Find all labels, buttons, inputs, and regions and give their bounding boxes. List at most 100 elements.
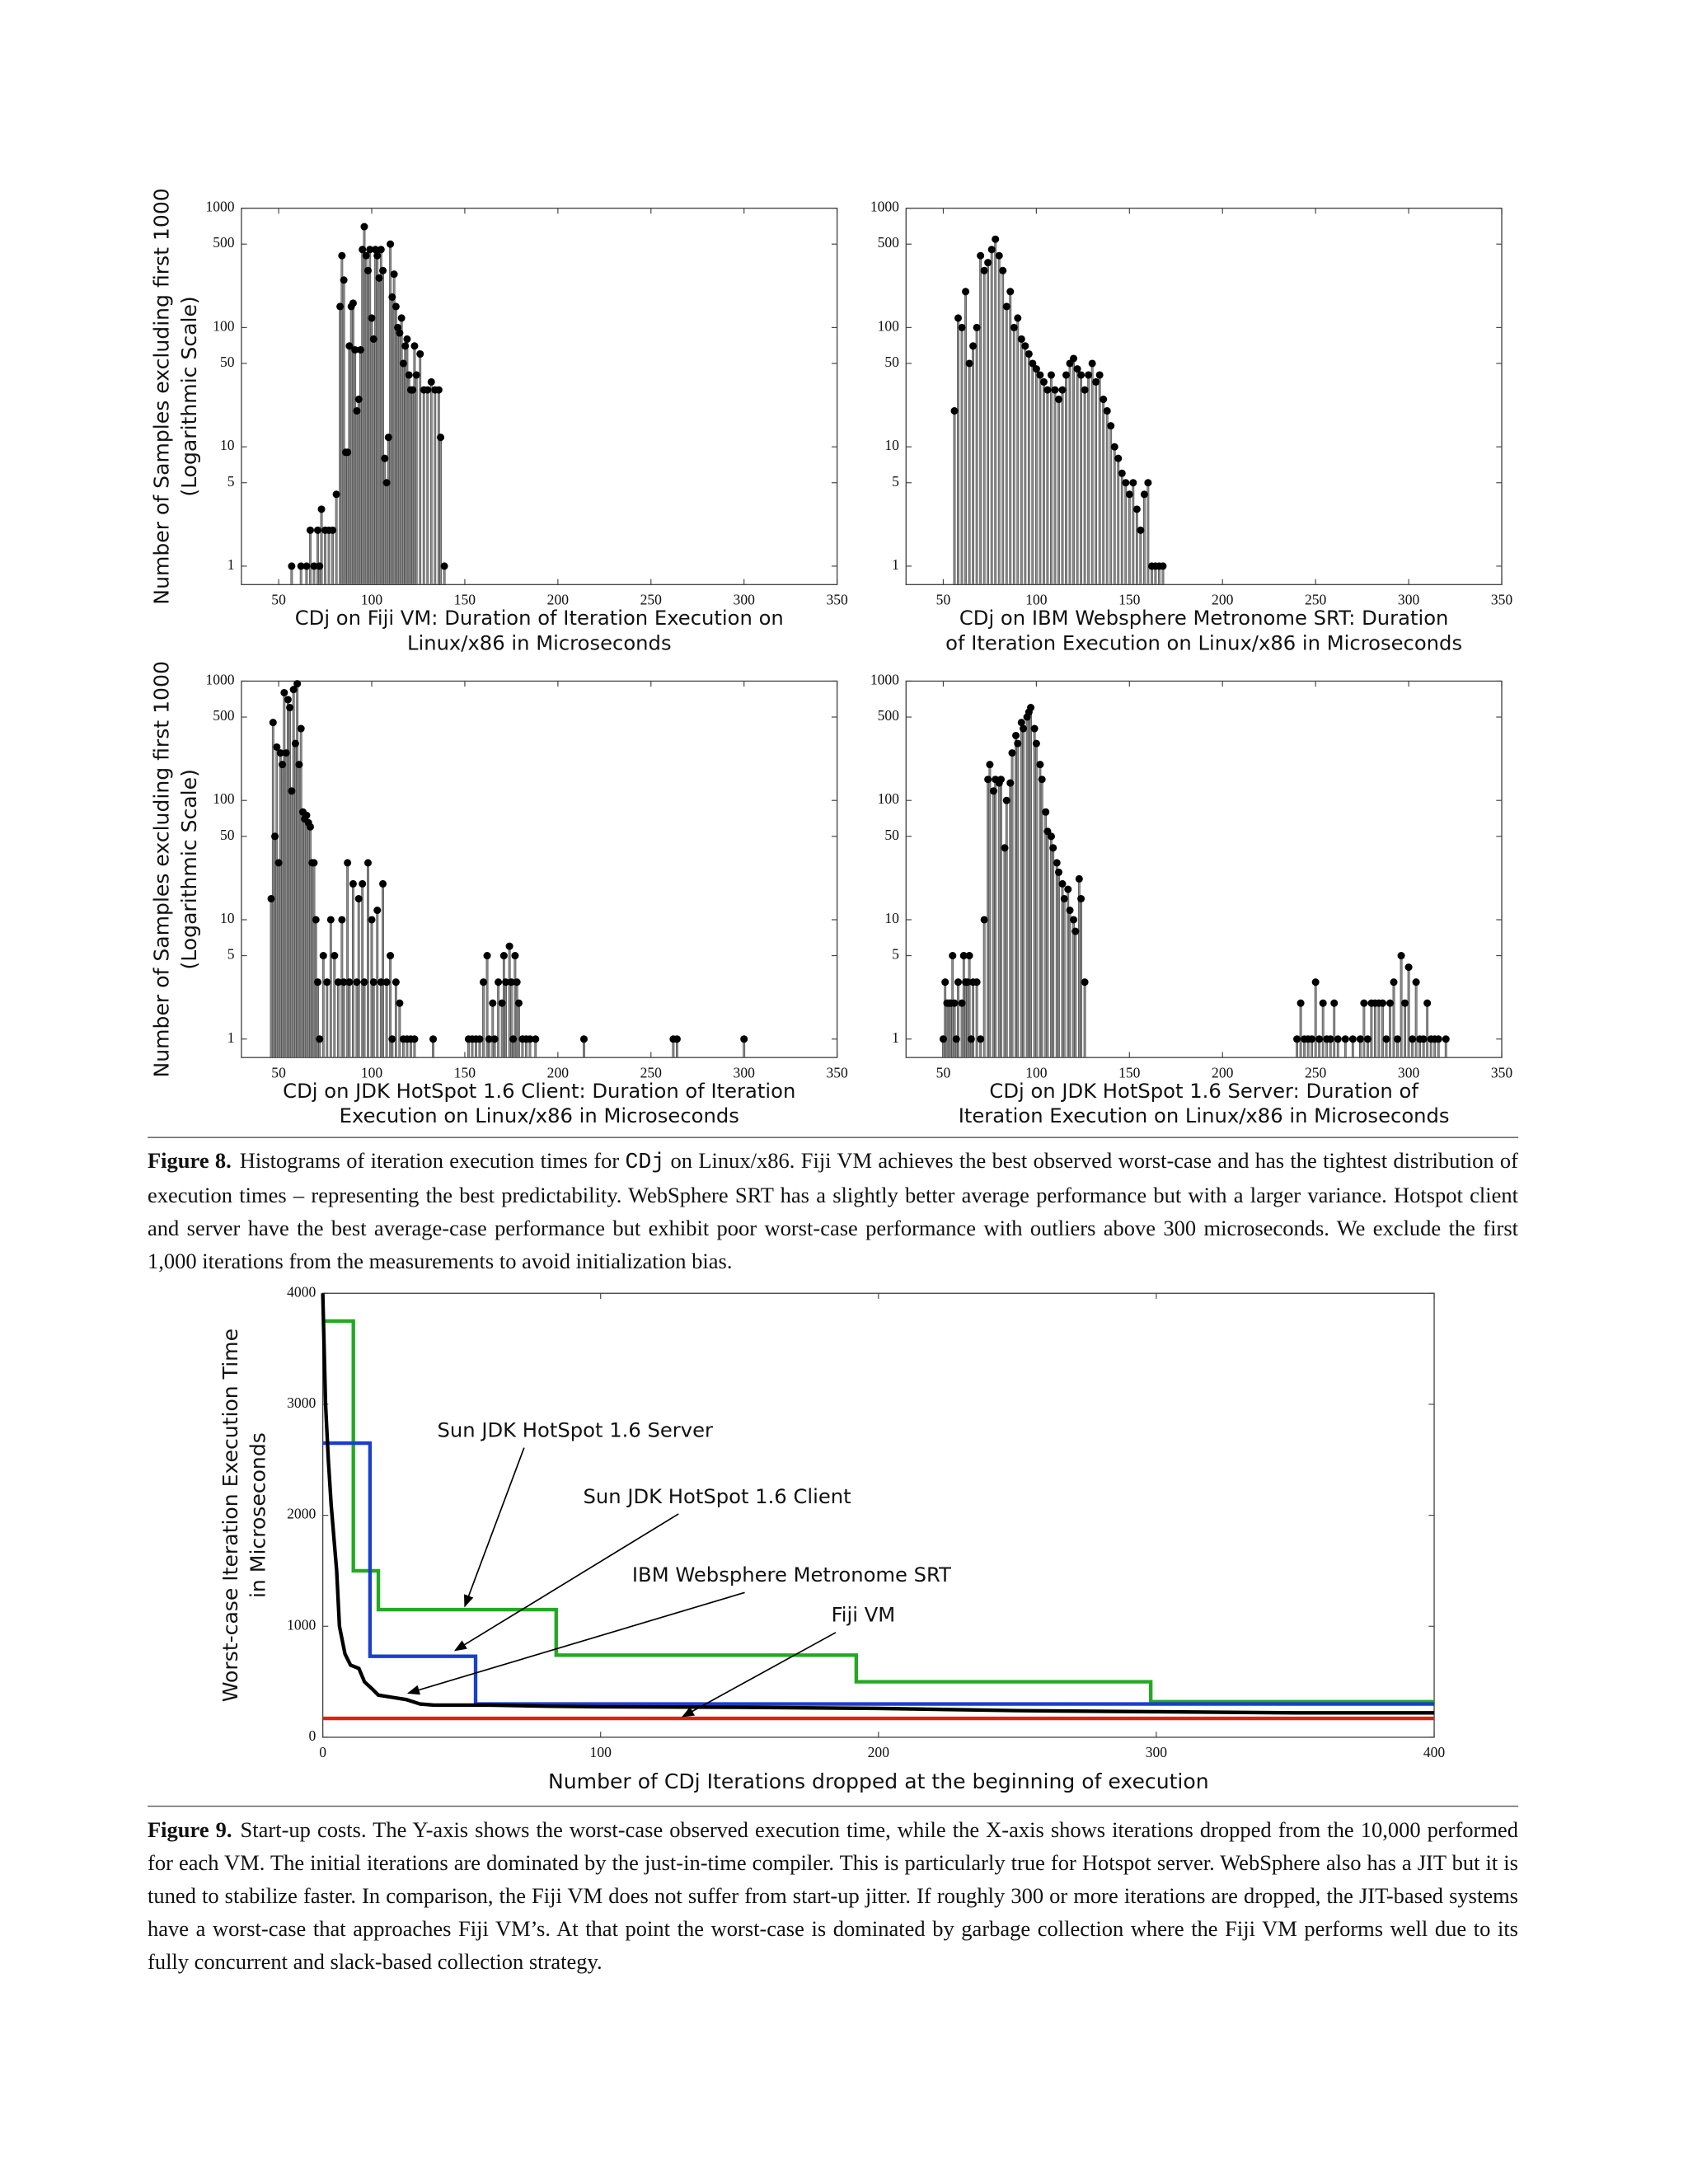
bar <box>1120 473 1123 585</box>
bar <box>411 389 415 585</box>
bar <box>1314 982 1317 1058</box>
bar <box>992 790 995 1058</box>
bar <box>1043 382 1045 585</box>
marker <box>986 761 994 769</box>
marker <box>1014 739 1022 748</box>
bar <box>960 1002 964 1058</box>
marker <box>1382 1035 1390 1043</box>
bar <box>1132 482 1135 585</box>
annotation: Fiji VM <box>832 1603 896 1627</box>
bar <box>288 707 292 1058</box>
marker <box>388 1035 396 1043</box>
bar <box>346 452 349 585</box>
marker <box>297 724 305 733</box>
x-tick-label: 100 <box>590 1744 612 1760</box>
marker <box>1070 916 1078 924</box>
bar <box>1005 799 1008 1058</box>
marker <box>1008 749 1016 757</box>
bar <box>327 530 331 585</box>
bar <box>515 982 518 1058</box>
bar <box>957 317 959 585</box>
marker <box>579 1035 588 1043</box>
marker <box>349 299 357 307</box>
bar <box>1074 930 1077 1058</box>
bar <box>987 262 990 585</box>
bar <box>1299 1002 1302 1058</box>
marker <box>284 696 292 704</box>
marker <box>992 235 1000 243</box>
marker <box>476 1035 484 1043</box>
marker <box>1095 371 1104 379</box>
marker <box>1159 562 1167 570</box>
marker <box>295 761 303 769</box>
marker <box>381 454 389 462</box>
marker <box>1386 999 1395 1007</box>
bar <box>348 982 351 1058</box>
marker <box>399 359 407 368</box>
marker <box>306 823 314 831</box>
marker <box>1077 371 1085 379</box>
marker <box>382 479 391 487</box>
bar <box>275 747 279 1058</box>
marker <box>273 743 281 752</box>
bar <box>437 389 440 585</box>
bar <box>368 249 372 585</box>
x-axis-label: CDj on JDK HotSpot 1.6 Server: Duration … <box>989 1079 1418 1103</box>
marker <box>286 704 294 712</box>
marker <box>514 999 523 1007</box>
marker <box>288 787 296 795</box>
bar <box>357 399 360 585</box>
marker <box>999 266 1007 274</box>
marker <box>740 1035 748 1043</box>
marker <box>427 377 435 386</box>
caption-text: on Linux/x86. Fiji VM achieves the best … <box>148 1148 1518 1273</box>
annotation: Sun JDK HotSpot 1.6 Client <box>583 1484 851 1508</box>
bar <box>1414 982 1418 1058</box>
marker <box>326 916 335 924</box>
marker <box>1058 879 1067 888</box>
y-tick-label: 100 <box>878 317 900 334</box>
marker <box>338 251 346 260</box>
bar <box>352 883 354 1058</box>
series-line <box>322 1319 1435 1704</box>
bar <box>1113 446 1116 585</box>
marker <box>1378 999 1386 1007</box>
bar <box>376 255 379 585</box>
bar <box>1139 530 1142 585</box>
marker <box>1047 371 1055 379</box>
marker <box>360 978 368 987</box>
bar <box>1057 399 1060 585</box>
y-tick-label: 2000 <box>287 1506 316 1522</box>
marker <box>353 407 361 415</box>
y-tick-label: 5 <box>227 946 235 963</box>
bar <box>385 982 388 1058</box>
marker <box>1054 868 1062 876</box>
marker <box>1032 739 1040 748</box>
y-tick-label: 50 <box>884 354 899 370</box>
bar <box>979 255 982 585</box>
caption-code: CDj <box>625 1150 665 1174</box>
bar <box>1020 339 1023 585</box>
bar <box>434 389 437 585</box>
marker <box>359 246 367 254</box>
bar <box>1035 368 1038 585</box>
bar <box>1124 482 1128 585</box>
bar <box>307 823 310 1058</box>
marker <box>379 266 387 274</box>
bar <box>312 862 316 1058</box>
marker <box>1081 386 1089 394</box>
bar <box>500 1002 504 1058</box>
bar <box>359 349 362 585</box>
bar <box>1010 752 1014 1058</box>
marker <box>1017 335 1025 343</box>
marker <box>271 832 279 841</box>
marker <box>416 349 424 359</box>
marker <box>1006 288 1015 296</box>
marker <box>954 314 963 322</box>
bar <box>1333 1002 1336 1058</box>
annotation: Sun JDK HotSpot 1.6 Server <box>438 1418 714 1442</box>
marker <box>293 680 302 688</box>
bar <box>355 982 359 1058</box>
bar <box>326 982 329 1058</box>
bar <box>361 883 364 1058</box>
